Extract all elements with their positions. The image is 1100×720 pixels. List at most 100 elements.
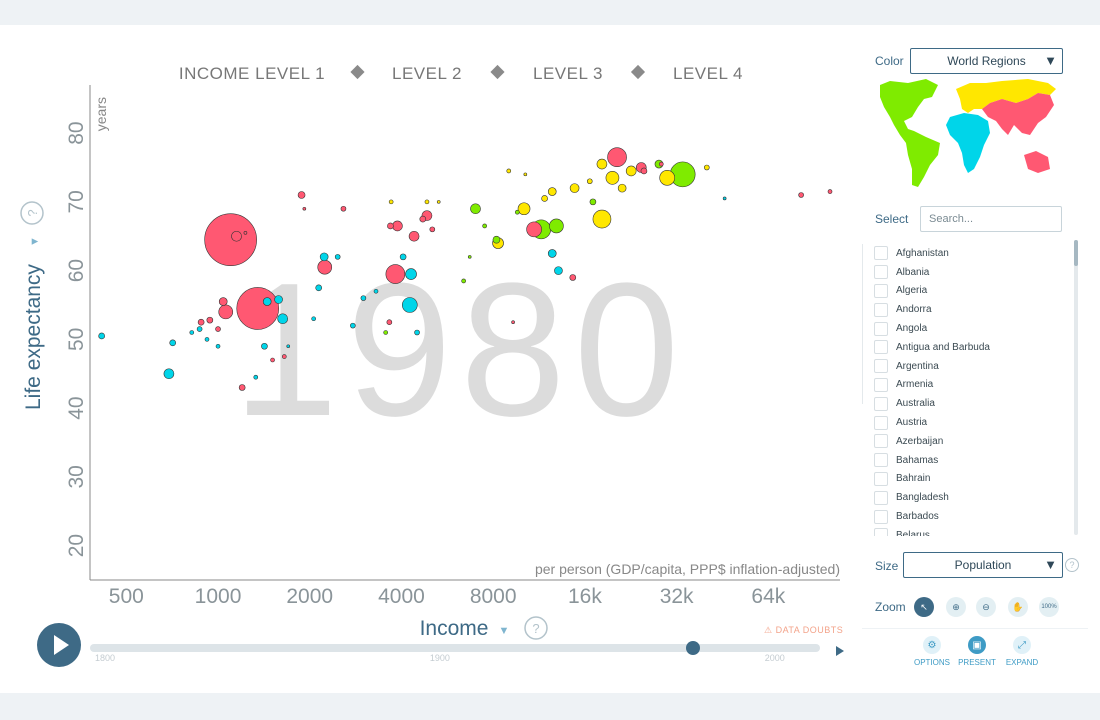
legend-region-americas[interactable] — [880, 79, 940, 187]
bubble-africa[interactable] — [350, 323, 355, 328]
bubble-asia[interactable] — [608, 148, 627, 167]
country-checkbox[interactable] — [874, 510, 888, 524]
bubble-africa[interactable] — [99, 333, 105, 339]
country-list[interactable]: Afghanistan Albania Algeria Andorra Angola An… — [874, 244, 1074, 536]
x-axis-title[interactable]: Income — [420, 617, 489, 640]
color-dropdown[interactable]: World Regions ▼ — [910, 48, 1063, 74]
country-list-item[interactable]: Argentina — [874, 357, 1074, 376]
country-list-item[interactable]: Antigua and Barbuda — [874, 338, 1074, 357]
search-input[interactable] — [920, 206, 1062, 232]
step-forward-icon[interactable] — [836, 646, 844, 656]
bubble-americas[interactable] — [462, 279, 466, 283]
bubble-asia[interactable] — [409, 231, 419, 241]
country-checkbox[interactable] — [874, 246, 888, 260]
size-dropdown[interactable]: Population ▼ — [903, 552, 1063, 578]
bubble-europe[interactable] — [518, 203, 530, 215]
x-axis-title-group[interactable]: Income ▼ ? — [420, 617, 547, 640]
bubble-americas[interactable] — [471, 204, 481, 214]
country-checkbox[interactable] — [874, 340, 888, 354]
bubble-americas[interactable] — [515, 210, 519, 214]
play-button[interactable] — [37, 623, 81, 667]
zoom-pan-button[interactable]: ✋ — [1008, 597, 1028, 617]
bubble-africa[interactable] — [278, 314, 288, 324]
country-checkbox[interactable] — [874, 472, 888, 486]
bubble-asia[interactable] — [237, 287, 279, 329]
bubble-europe[interactable] — [548, 188, 556, 196]
bubble-asia[interactable] — [527, 222, 542, 237]
bubble-africa[interactable] — [406, 269, 417, 280]
bubble-europe[interactable] — [425, 200, 429, 204]
bubble-asia[interactable] — [420, 216, 426, 222]
bubble-asia[interactable] — [570, 275, 576, 281]
data-doubts-link[interactable]: ⚠ DATA DOUBTS — [764, 625, 843, 636]
bubble-europe[interactable] — [524, 173, 527, 176]
country-list-item[interactable]: Bahrain — [874, 470, 1074, 489]
bubble-americas[interactable] — [493, 236, 500, 243]
country-list-item[interactable]: Bangladesh — [874, 488, 1074, 507]
bubble-europe[interactable] — [389, 200, 393, 204]
bubble-africa[interactable] — [548, 249, 556, 257]
bubble-americas[interactable] — [590, 199, 596, 205]
bubble-africa[interactable] — [316, 285, 322, 291]
bubble-africa[interactable] — [402, 298, 417, 313]
country-list-item[interactable]: Azerbaijan — [874, 432, 1074, 451]
bubble-asia[interactable] — [641, 168, 647, 174]
bubble-asia[interactable] — [303, 207, 306, 210]
country-list-item[interactable]: Albania — [874, 263, 1074, 282]
bubble-asia[interactable] — [799, 193, 804, 198]
bubble-africa[interactable] — [164, 369, 174, 379]
bubble-africa[interactable] — [361, 296, 366, 301]
country-checkbox[interactable] — [874, 303, 888, 317]
zoom-reset-button[interactable]: 100% — [1039, 597, 1059, 617]
country-list-scrollbar-thumb[interactable] — [1074, 240, 1078, 266]
bubble-asia[interactable] — [244, 231, 247, 234]
country-checkbox[interactable] — [874, 284, 888, 298]
bubble-asia[interactable] — [430, 227, 435, 232]
bubble-asia[interactable] — [219, 305, 233, 319]
timeline-slider[interactable] — [90, 644, 820, 652]
bubble-africa[interactable] — [275, 296, 283, 304]
bubble-europe[interactable] — [618, 184, 626, 192]
bubble-europe[interactable] — [626, 166, 636, 176]
y-axis-caret-icon[interactable]: ▼ — [29, 236, 41, 247]
bubble-africa[interactable] — [205, 337, 209, 341]
country-checkbox[interactable] — [874, 378, 888, 392]
zoom-in-button[interactable]: ⊕ — [946, 597, 966, 617]
expand-button[interactable]: ⤢ EXPAND — [997, 636, 1047, 667]
size-help-icon[interactable]: ? — [1065, 558, 1079, 572]
y-axis-title-group[interactable]: Life expectancy ▼ ? — [21, 202, 45, 410]
bubble-africa[interactable] — [287, 345, 290, 348]
bubble-europe[interactable] — [660, 170, 675, 185]
world-map-legend[interactable] — [878, 77, 1062, 189]
country-checkbox[interactable] — [874, 265, 888, 279]
bubble-asia[interactable] — [392, 221, 402, 231]
bubble-asia[interactable] — [387, 320, 392, 325]
country-list-item[interactable]: Afghanistan — [874, 244, 1074, 263]
bubble-africa[interactable] — [170, 340, 176, 346]
x-axis-help-icon[interactable]: ? — [525, 617, 547, 639]
bubble-europe[interactable] — [593, 210, 611, 228]
bubble-asia[interactable] — [828, 190, 832, 194]
bubble-africa[interactable] — [723, 197, 726, 200]
bubble-europe[interactable] — [597, 159, 607, 169]
country-checkbox[interactable] — [874, 416, 888, 430]
y-axis-help-icon[interactable]: ? — [21, 202, 43, 224]
bubble-asia[interactable] — [298, 192, 305, 199]
legend-region-africa[interactable] — [946, 113, 990, 173]
country-list-item[interactable]: Angola — [874, 319, 1074, 338]
country-list-item[interactable]: Armenia — [874, 376, 1074, 395]
country-checkbox[interactable] — [874, 491, 888, 505]
bubble-asia[interactable] — [512, 321, 515, 324]
country-checkbox[interactable] — [874, 453, 888, 467]
bubble-americas[interactable] — [549, 219, 563, 233]
options-button[interactable]: ⚙ OPTIONS — [907, 636, 957, 667]
country-checkbox[interactable] — [874, 397, 888, 411]
country-checkbox[interactable] — [874, 322, 888, 336]
bubble-asia[interactable] — [387, 223, 393, 229]
bubble-europe[interactable] — [437, 200, 440, 203]
bubble-africa[interactable] — [261, 343, 267, 349]
y-axis-title[interactable]: Life expectancy — [22, 264, 45, 410]
bubble-asia[interactable] — [271, 358, 275, 362]
country-checkbox[interactable] — [874, 359, 888, 373]
present-button[interactable]: ▣ PRESENT — [952, 636, 1002, 667]
